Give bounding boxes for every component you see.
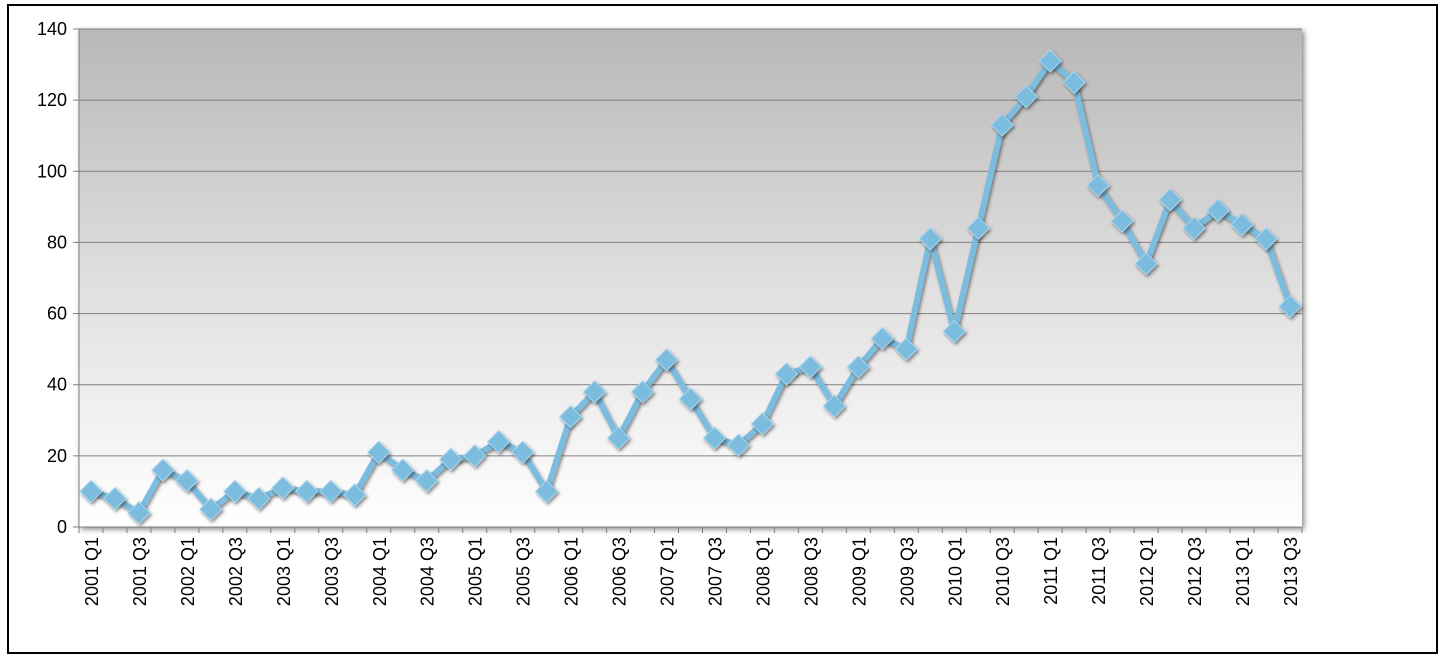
x-tick-label: 2008 Q3 xyxy=(801,537,821,606)
y-tick-label: 40 xyxy=(47,375,67,395)
x-tick-label: 2013 Q3 xyxy=(1281,537,1301,606)
x-tick-label: 2007 Q3 xyxy=(705,537,725,606)
x-tick-label: 2011 Q3 xyxy=(1089,537,1109,605)
data-point xyxy=(798,355,823,379)
data-point xyxy=(438,447,463,472)
plot-area xyxy=(79,29,1302,527)
data-point xyxy=(558,405,583,429)
data-point xyxy=(1086,173,1110,198)
data-point xyxy=(1038,49,1062,73)
y-tick-label: 0 xyxy=(57,517,67,537)
data-point xyxy=(606,426,631,450)
data-point xyxy=(1278,294,1302,319)
y-tick-label: 80 xyxy=(47,232,67,252)
y-tick-label: 20 xyxy=(47,446,67,466)
x-tick-label: 2006 Q1 xyxy=(562,537,582,606)
data-point xyxy=(510,440,535,465)
data-point xyxy=(247,486,271,511)
data-point xyxy=(1134,252,1158,276)
x-tick-label: 2002 Q3 xyxy=(226,537,246,606)
data-point xyxy=(1062,70,1086,95)
data-point xyxy=(367,440,391,465)
data-point xyxy=(678,387,703,411)
y-tick-label: 100 xyxy=(37,161,67,181)
x-tick-label: 2008 Q1 xyxy=(753,537,773,606)
data-point xyxy=(702,426,727,450)
data-point xyxy=(942,319,966,344)
x-tick-label: 2009 Q1 xyxy=(849,537,869,606)
x-tick-label: 2012 Q3 xyxy=(1185,537,1205,606)
data-point xyxy=(199,497,223,521)
x-tick-label: 2011 Q1 xyxy=(1041,537,1061,605)
data-point xyxy=(918,227,943,251)
data-point xyxy=(846,355,871,379)
x-tick-label: 2007 Q1 xyxy=(658,537,678,606)
data-point xyxy=(1014,84,1038,109)
data-point xyxy=(726,433,751,457)
data-point xyxy=(415,469,439,493)
x-tick-label: 2010 Q1 xyxy=(945,537,965,606)
data-point xyxy=(103,486,127,511)
x-tick-label: 2001 Q3 xyxy=(130,537,150,606)
x-tick-label: 2009 Q3 xyxy=(897,537,917,606)
data-point xyxy=(774,362,799,386)
data-point xyxy=(295,479,319,504)
x-tick-label: 2006 Q3 xyxy=(610,537,630,606)
data-point xyxy=(1206,198,1230,223)
data-point xyxy=(990,113,1014,137)
data-point xyxy=(1158,188,1182,212)
data-point xyxy=(750,412,775,436)
data-point xyxy=(127,501,151,525)
data-point xyxy=(391,458,415,482)
data-point xyxy=(966,216,990,240)
x-tick-label: 2012 Q1 xyxy=(1137,537,1157,606)
data-point xyxy=(654,348,679,372)
x-tick-label: 2004 Q3 xyxy=(418,537,438,606)
data-point xyxy=(343,483,367,507)
x-tick-label: 2013 Q1 xyxy=(1233,537,1253,606)
x-tick-label: 2005 Q1 xyxy=(466,537,486,606)
data-point xyxy=(319,479,343,504)
x-tick-label: 2003 Q3 xyxy=(322,537,342,606)
data-point xyxy=(630,380,655,404)
data-point xyxy=(870,326,895,351)
data-point xyxy=(1110,209,1134,233)
x-tick-label: 2003 Q1 xyxy=(274,537,294,606)
data-point xyxy=(223,479,247,504)
x-tick-label: 2004 Q1 xyxy=(370,537,390,606)
data-point xyxy=(271,476,295,500)
x-tick-label: 2001 Q1 xyxy=(82,537,102,606)
data-point xyxy=(894,337,919,361)
data-point xyxy=(582,380,607,404)
x-tick-label: 2010 Q3 xyxy=(993,537,1013,606)
y-tick-label: 140 xyxy=(37,19,67,39)
data-point xyxy=(1254,227,1278,251)
data-point xyxy=(462,444,487,468)
data-point xyxy=(151,458,175,482)
x-tick-label: 2005 Q3 xyxy=(514,537,534,606)
data-point xyxy=(1182,216,1206,240)
data-point xyxy=(79,479,103,504)
data-point xyxy=(534,479,559,504)
data-point xyxy=(486,429,511,454)
y-tick-label: 120 xyxy=(37,90,67,110)
y-tick-label: 60 xyxy=(47,304,67,324)
data-point xyxy=(822,394,847,418)
x-tick-label: 2002 Q1 xyxy=(178,537,198,606)
data-point xyxy=(1230,212,1254,237)
data-point xyxy=(175,469,199,493)
